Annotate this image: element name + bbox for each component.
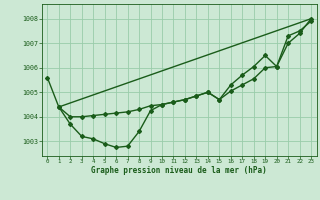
X-axis label: Graphe pression niveau de la mer (hPa): Graphe pression niveau de la mer (hPa) — [91, 166, 267, 175]
